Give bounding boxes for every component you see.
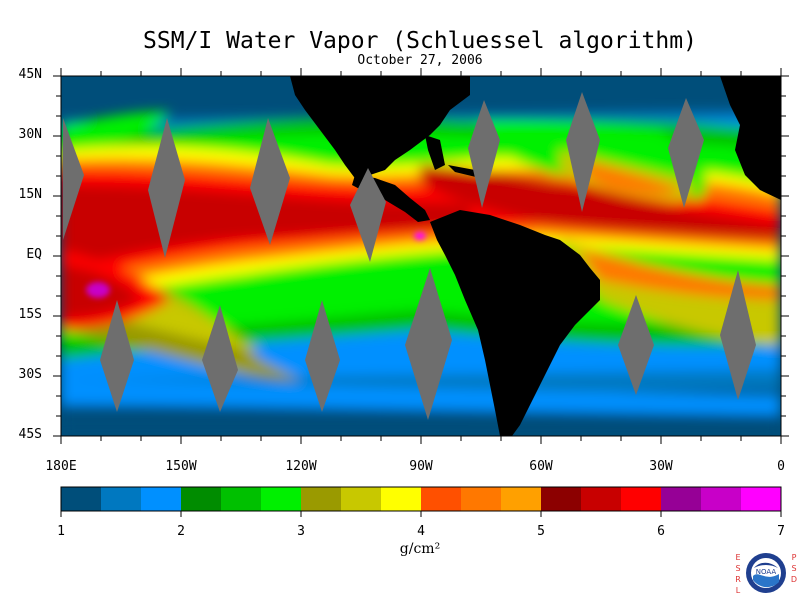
colorbar-swatch xyxy=(701,487,742,511)
noaa-seal-icon: NOAA xyxy=(746,553,786,593)
map-title: SSM/I Water Vapor (Schluessel algorithm) xyxy=(143,28,697,54)
colorbar-swatch xyxy=(741,487,782,511)
colorbar-swatch xyxy=(301,487,342,511)
lon-label: 30W xyxy=(649,459,673,474)
colorbar-tick-label: 4 xyxy=(417,524,425,539)
florida xyxy=(425,135,445,170)
lat-label: 30N xyxy=(18,127,42,142)
colorbar-swatch xyxy=(461,487,502,511)
colorbar-swatch xyxy=(501,487,542,511)
south-america xyxy=(430,210,600,436)
colorbar-swatch xyxy=(541,487,582,511)
colorbar-swatch xyxy=(581,487,622,511)
lon-label: 150W xyxy=(165,459,197,474)
map-date: October 27, 2006 xyxy=(357,53,483,68)
map-ticks xyxy=(53,68,789,444)
map-field xyxy=(61,76,781,436)
lon-label: 180E xyxy=(45,459,77,474)
lat-label: EQ xyxy=(26,247,42,262)
colorbar-swatch xyxy=(621,487,662,511)
colorbar-tick-label: 7 xyxy=(777,524,785,539)
lat-label: 45S xyxy=(18,427,42,442)
colorbar-swatch xyxy=(181,487,222,511)
colorbar-swatch xyxy=(341,487,382,511)
colorbar-tick-label: 2 xyxy=(177,524,185,539)
lon-label: 0 xyxy=(777,459,785,474)
africa-europe xyxy=(720,76,781,200)
lon-label: 90W xyxy=(409,459,433,474)
lat-label: 15S xyxy=(18,307,42,322)
colorbar-swatch xyxy=(141,487,182,511)
colorbar-swatch xyxy=(421,487,462,511)
lat-label: 45N xyxy=(18,67,42,82)
colorbar-swatch xyxy=(261,487,302,511)
colorbar xyxy=(60,486,782,517)
lon-label: 120W xyxy=(285,459,317,474)
colorbar-tick-label: 3 xyxy=(297,524,305,539)
colorbar-swatch xyxy=(221,487,262,511)
colorbar-units: g/cm² xyxy=(399,541,441,557)
colorbar-tick-label: 6 xyxy=(657,524,665,539)
svg-text:NOAA: NOAA xyxy=(756,568,777,576)
colorbar-tick-label: 5 xyxy=(537,524,545,539)
north-america xyxy=(290,76,470,185)
lon-label: 60W xyxy=(529,459,553,474)
colorbar-swatch xyxy=(661,487,702,511)
colorbar-swatch xyxy=(381,487,422,511)
lat-label: 15N xyxy=(18,187,42,202)
colorbar-swatch xyxy=(61,487,102,511)
land xyxy=(290,76,781,436)
colorbar-swatch xyxy=(101,487,142,511)
missing-swaths xyxy=(63,92,756,420)
colorbar-tick-label: 1 xyxy=(57,524,65,539)
lat-label: 30S xyxy=(18,367,42,382)
